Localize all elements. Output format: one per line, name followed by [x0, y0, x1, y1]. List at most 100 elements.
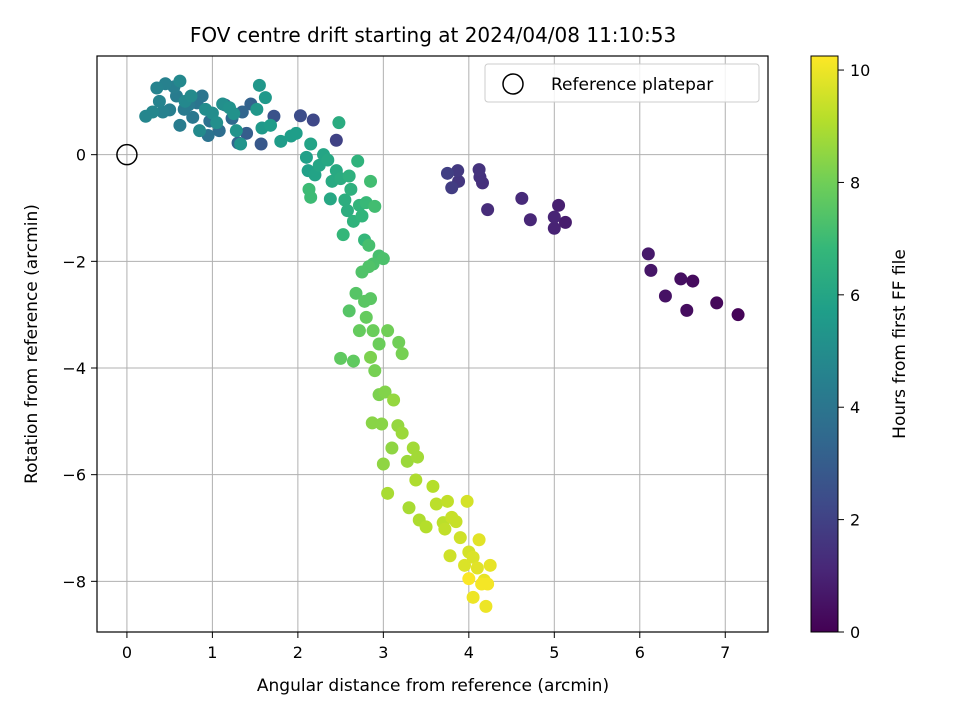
data-point: [351, 154, 365, 168]
data-point: [515, 191, 529, 205]
legend-marker-icon: [502, 73, 524, 95]
data-point: [346, 354, 360, 368]
data-point: [458, 558, 472, 572]
data-point: [472, 533, 486, 547]
data-point: [547, 221, 561, 235]
colorbar-tick-label: 2: [850, 511, 860, 530]
data-point: [641, 247, 655, 261]
scatter-points: [139, 74, 745, 613]
data-point: [686, 274, 700, 288]
data-point: [355, 209, 369, 223]
data-point: [323, 192, 337, 206]
data-point: [449, 515, 463, 529]
data-point: [304, 137, 318, 151]
colorbar-tick-label: 6: [850, 286, 860, 305]
data-point: [429, 497, 443, 511]
data-point: [355, 265, 369, 279]
data-point: [658, 289, 672, 303]
data-point: [352, 324, 366, 338]
data-point: [376, 252, 390, 266]
colorbar-gradient: [810, 55, 839, 633]
x-tick-label: 1: [207, 643, 217, 662]
y-tick-label: 0: [76, 146, 86, 165]
data-point: [395, 426, 409, 440]
legend: Reference platepar: [484, 63, 760, 103]
data-point: [381, 486, 395, 500]
data-point: [483, 558, 497, 572]
y-tick-label: −2: [62, 252, 86, 271]
data-point: [400, 454, 414, 468]
data-point: [462, 572, 476, 586]
data-point: [289, 126, 303, 140]
data-point: [644, 263, 658, 277]
x-tick-label: 0: [122, 643, 132, 662]
y-tick-label: −6: [62, 466, 86, 485]
data-point: [419, 520, 433, 534]
x-tick-label: 6: [635, 643, 645, 662]
data-point: [453, 531, 467, 545]
data-point: [440, 494, 454, 508]
data-point: [409, 473, 423, 487]
colorbar-title: Hours from first FF file: [890, 249, 910, 439]
data-point: [349, 286, 363, 300]
y-tick-label: −4: [62, 359, 86, 378]
data-point: [362, 238, 376, 252]
data-point: [558, 215, 572, 229]
colorbar-tick-label: 0: [850, 623, 860, 642]
data-point: [364, 174, 378, 188]
data-point: [334, 351, 348, 365]
data-point: [258, 91, 272, 105]
data-point: [366, 324, 380, 338]
data-point: [547, 210, 561, 224]
data-point: [443, 549, 457, 563]
data-point: [445, 181, 459, 195]
data-point: [156, 105, 170, 119]
data-point: [329, 133, 343, 147]
data-point: [392, 335, 406, 349]
colorbar-ticks: 0 2 4 6 8 10: [838, 61, 870, 642]
data-point: [227, 107, 241, 121]
data-point: [344, 182, 358, 196]
data-point: [342, 169, 356, 183]
data-point: [139, 109, 153, 123]
data-point: [368, 199, 382, 213]
colorbar-tick-label: 4: [850, 398, 860, 417]
legend-label: Reference platepar: [551, 75, 713, 95]
data-point: [381, 324, 395, 338]
data-point: [440, 166, 454, 180]
data-point: [338, 193, 352, 207]
colorbar-tick-label: 10: [850, 61, 870, 80]
data-point: [150, 81, 164, 95]
x-tick-label: 7: [720, 643, 730, 662]
data-point: [372, 337, 386, 351]
data-point: [229, 124, 243, 138]
data-point: [375, 417, 389, 431]
data-point: [376, 457, 390, 471]
data-point: [193, 124, 207, 138]
data-point: [387, 393, 401, 407]
data-point: [402, 501, 416, 515]
data-point: [254, 137, 268, 151]
data-point: [466, 550, 480, 564]
data-point: [470, 561, 484, 575]
data-point: [173, 118, 187, 132]
data-point: [460, 494, 474, 508]
colorbar-tick-label: 8: [850, 173, 860, 192]
data-point: [299, 150, 313, 164]
colorbar: 0 2 4 6 8 10 Hours from first FF file: [810, 55, 910, 642]
data-point: [451, 164, 465, 178]
data-point: [426, 479, 440, 493]
data-point: [274, 134, 288, 148]
data-point: [210, 116, 224, 130]
legend-box: [484, 63, 760, 103]
data-point: [674, 272, 688, 286]
grid: [97, 56, 768, 632]
reference-platepar-marker: [116, 143, 138, 166]
data-point: [293, 109, 307, 123]
data-point: [306, 113, 320, 127]
x-tick-label: 4: [464, 643, 474, 662]
chart-title: FOV centre drift starting at 2024/04/08 …: [190, 23, 676, 47]
data-point: [304, 190, 318, 204]
data-point: [368, 364, 382, 378]
data-point: [411, 450, 425, 464]
